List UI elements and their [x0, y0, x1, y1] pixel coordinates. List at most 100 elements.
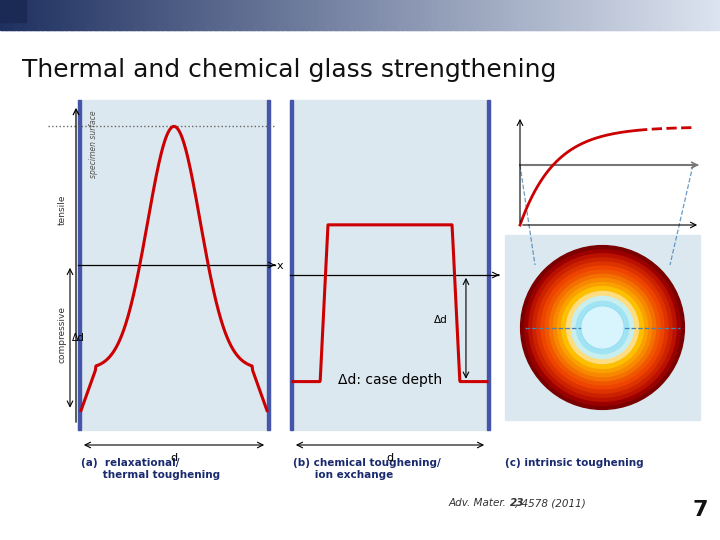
Bar: [650, 0, 654, 30]
Bar: [132, 0, 135, 30]
Bar: [187, 0, 191, 30]
Bar: [506, 0, 510, 30]
Bar: [271, 0, 274, 30]
Bar: [562, 0, 565, 30]
Bar: [266, 0, 270, 30]
Bar: [679, 0, 683, 30]
Bar: [228, 0, 231, 30]
Bar: [27, 0, 30, 30]
Bar: [72, 0, 76, 30]
Bar: [487, 0, 490, 30]
Text: compressive: compressive: [58, 306, 66, 363]
Bar: [207, 0, 210, 30]
Bar: [156, 0, 159, 30]
Bar: [261, 0, 265, 30]
Bar: [86, 0, 90, 30]
Bar: [670, 0, 673, 30]
Bar: [192, 0, 195, 30]
Bar: [142, 0, 145, 30]
Bar: [526, 0, 529, 30]
Bar: [538, 0, 541, 30]
Bar: [125, 0, 128, 30]
Circle shape: [557, 282, 647, 373]
Bar: [470, 0, 474, 30]
Bar: [36, 0, 40, 30]
Circle shape: [567, 292, 639, 363]
Bar: [362, 0, 366, 30]
Bar: [58, 0, 61, 30]
Bar: [173, 0, 176, 30]
Bar: [317, 0, 320, 30]
Bar: [149, 0, 152, 30]
Bar: [598, 0, 601, 30]
Bar: [518, 0, 522, 30]
Bar: [166, 0, 169, 30]
Bar: [163, 0, 166, 30]
Bar: [682, 0, 685, 30]
Bar: [101, 0, 104, 30]
Bar: [449, 0, 452, 30]
Bar: [225, 0, 229, 30]
Bar: [283, 0, 287, 30]
Bar: [290, 100, 490, 430]
Bar: [338, 0, 342, 30]
Bar: [63, 0, 66, 30]
Bar: [583, 0, 587, 30]
Bar: [473, 0, 476, 30]
Bar: [108, 0, 112, 30]
Bar: [617, 0, 620, 30]
Bar: [696, 0, 699, 30]
Bar: [405, 0, 409, 30]
Bar: [612, 0, 616, 30]
Bar: [110, 0, 114, 30]
Circle shape: [572, 296, 634, 359]
Bar: [235, 0, 238, 30]
Bar: [103, 0, 107, 30]
Bar: [0, 0, 4, 30]
Bar: [178, 0, 181, 30]
Bar: [391, 0, 395, 30]
Bar: [276, 0, 279, 30]
Bar: [672, 0, 675, 30]
Bar: [247, 0, 251, 30]
Bar: [715, 0, 719, 30]
Bar: [355, 0, 359, 30]
Bar: [636, 0, 639, 30]
Bar: [626, 0, 630, 30]
Bar: [216, 0, 220, 30]
Bar: [454, 0, 457, 30]
Bar: [461, 0, 464, 30]
Bar: [552, 0, 555, 30]
Bar: [78, 100, 81, 430]
Bar: [74, 0, 78, 30]
Bar: [578, 0, 582, 30]
Text: Δd: Δd: [434, 315, 448, 325]
Bar: [113, 0, 116, 30]
Bar: [456, 0, 459, 30]
Bar: [614, 0, 618, 30]
Bar: [686, 0, 690, 30]
Bar: [240, 0, 243, 30]
Bar: [459, 0, 462, 30]
Bar: [300, 0, 303, 30]
Bar: [353, 0, 356, 30]
Bar: [365, 0, 368, 30]
Bar: [641, 0, 644, 30]
Circle shape: [576, 301, 629, 354]
Bar: [441, 0, 445, 30]
Bar: [477, 0, 481, 30]
Bar: [430, 0, 433, 30]
Bar: [708, 0, 711, 30]
Text: (b) chemical toughening/
      ion exchange: (b) chemical toughening/ ion exchange: [293, 458, 441, 480]
Bar: [312, 0, 315, 30]
Bar: [564, 0, 567, 30]
Text: 7: 7: [692, 500, 708, 520]
Bar: [120, 0, 123, 30]
Text: d: d: [387, 453, 394, 463]
Bar: [307, 0, 310, 30]
Bar: [65, 0, 68, 30]
Bar: [387, 0, 390, 30]
Bar: [576, 0, 580, 30]
Bar: [297, 0, 301, 30]
Bar: [50, 0, 54, 30]
